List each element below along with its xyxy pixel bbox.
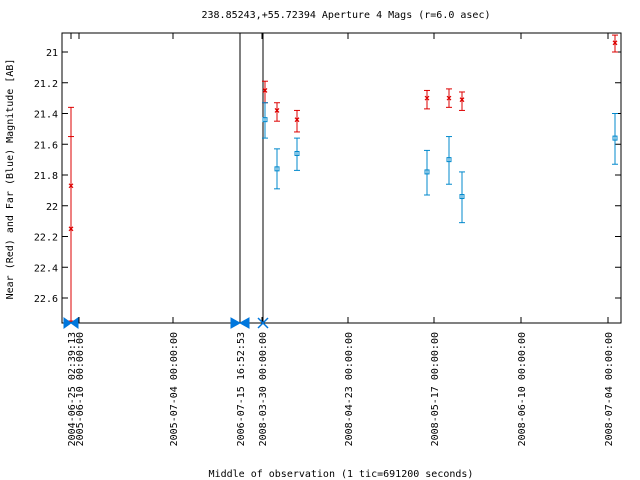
near-point [68, 226, 74, 232]
x-tick-label: 2008-03-30 00:00:00 [258, 332, 269, 446]
far-point [294, 150, 300, 156]
x-tick-label: 2008-06-10 00:00:00 [517, 332, 528, 446]
y-axis-ticks: 21 21.2 21.4 21.6 21.8 22 22.2 22.4 22.6 [34, 48, 621, 305]
x-axis-label: Middle of observation (1 tic=691200 seco… [209, 469, 474, 480]
far-point [424, 169, 430, 175]
plot-frame [61, 32, 622, 324]
data-marks [68, 34, 618, 322]
y-tick-label: 22.6 [34, 294, 58, 305]
y-axis-label: Near (Red) and Far (Blue) Magnitude [AB] [5, 59, 16, 300]
x-tick-label: 2008-04-23 00:00:00 [344, 332, 355, 446]
y-tick-label: 21.4 [34, 110, 58, 121]
y-tick-label: 21.6 [34, 140, 58, 151]
near-point [274, 108, 280, 113]
far-point [262, 117, 268, 123]
y-tick-label: 21.8 [34, 171, 58, 182]
bottom-x-marker [257, 317, 269, 329]
near-point [459, 97, 465, 103]
bottom-bowtie-marker [230, 317, 250, 329]
vertical-reference-lines [239, 33, 264, 323]
near-point [294, 117, 300, 123]
x-tick-label: 2004-06-25 02:39:13 [67, 332, 78, 446]
far-point [274, 166, 280, 172]
x-tick-label: 2005-06-10 00:00:00 [75, 332, 86, 446]
y-tick-label: 21.2 [34, 79, 58, 90]
x-tick-label: 2008-07-04 00:00:00 [604, 332, 615, 446]
far-point [446, 157, 452, 163]
y-tick-label: 21 [46, 48, 58, 59]
near-point [446, 95, 452, 101]
x-tick-label: 2008-05-17 00:00:00 [430, 332, 441, 446]
near-point [612, 40, 618, 46]
chart-title: 238.85243,+55.72394 Aperture 4 Mags (r=6… [202, 10, 491, 21]
far-point [612, 135, 618, 141]
far-point [459, 194, 465, 200]
plot-border [61, 32, 622, 324]
y-tick-label: 22.2 [34, 233, 58, 244]
near-point [262, 88, 268, 93]
x-tick-label: 2006-07-15 16:52:53 [236, 332, 247, 446]
bottom-markers [63, 317, 269, 329]
x-tick-label: 2005-07-04 00:00:00 [169, 332, 180, 446]
bottom-bowtie-marker [63, 317, 79, 329]
y-tick-label: 22 [46, 202, 58, 213]
near-point [424, 95, 430, 101]
y-tick-label: 22.4 [34, 263, 58, 274]
